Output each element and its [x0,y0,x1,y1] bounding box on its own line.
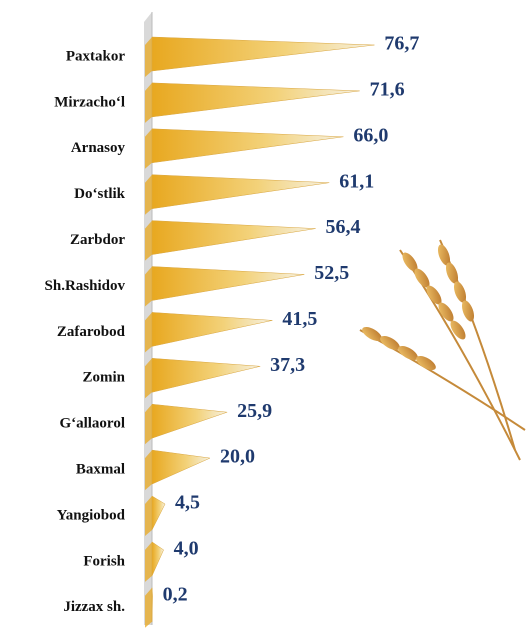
value-label: 25,9 [237,400,272,422]
bar [151,266,305,301]
category-label: G‘allaorol [59,416,125,432]
value-label: 0,2 [163,583,188,605]
bar-side [145,128,152,169]
category-label: Arnasoy [71,140,126,156]
bar [151,541,164,577]
category-label: Baxmal [76,462,125,478]
bar-side [145,220,152,261]
value-label: 20,0 [220,446,255,468]
category-label: Sh.Rashidov [45,278,126,294]
value-label: 61,1 [339,170,374,192]
value-label: 41,5 [282,308,317,330]
category-label: Jizzax sh. [63,599,125,615]
bar-side [145,404,152,445]
bar-side [145,496,152,536]
bar [151,312,273,347]
value-label: 56,4 [326,216,361,238]
bar-side [145,312,152,353]
bar-side [145,587,152,628]
bar [151,36,375,72]
category-label: Do‘stlik [74,186,125,202]
bar [151,358,261,393]
category-label: Paxtakor [66,48,126,64]
value-label: 76,7 [384,33,419,55]
bar-side [145,174,152,215]
category-label: Yangiobod [57,507,126,523]
value-label: 4,5 [175,492,200,514]
bar-side [145,82,152,123]
bar-side [145,266,152,307]
category-label: Zarbdor [70,232,125,248]
bar-side [145,450,152,491]
bar [151,82,360,118]
bar [151,174,330,209]
bar [151,587,153,622]
bar-side [145,37,152,77]
wheat-decoration [359,239,526,461]
bar-side [145,358,152,399]
bar [151,495,166,531]
bar [151,220,316,255]
value-label: 4,0 [174,537,199,559]
category-label: Mirzacho‘l [54,94,125,110]
bar-side [145,541,152,582]
category-label: Zomin [82,370,125,386]
value-label: 52,5 [314,262,349,284]
value-label: 71,6 [370,78,405,100]
bar [151,449,211,485]
value-label: 66,0 [353,124,388,146]
category-label: Zafarobod [57,324,126,340]
value-label: 37,3 [270,354,305,376]
category-label: Forish [83,553,125,569]
bar [151,403,228,439]
bar [151,128,344,164]
